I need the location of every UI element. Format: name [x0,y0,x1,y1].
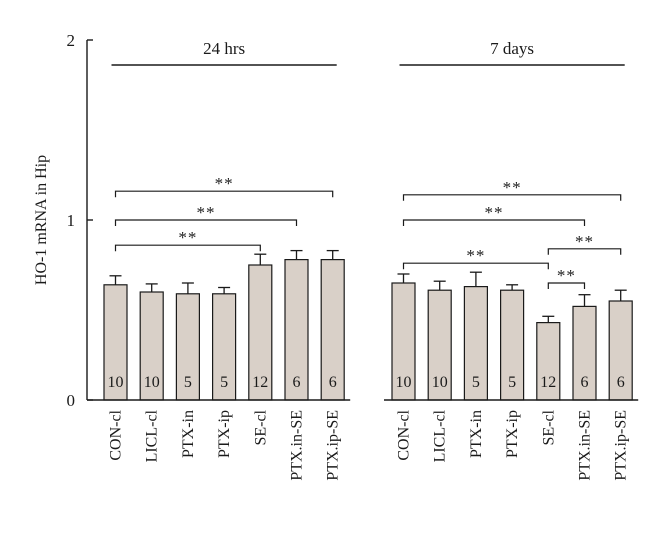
significance-bracket [114,244,261,252]
significance-label: ** [575,232,594,251]
significance-bracket [114,190,334,198]
n-label: 6 [581,374,589,391]
x-category-label: LICL-cl [432,409,449,462]
x-category-label: PTX.ip-SE [613,410,630,481]
n-label: 10 [108,374,124,391]
significance-label: ** [485,203,504,222]
y-tick-label: 2 [67,31,76,50]
n-label: 12 [252,374,268,391]
significance-bracket [402,219,586,226]
x-category-label: PTX-in [180,410,197,458]
n-label: 5 [508,374,516,391]
n-label: 10 [432,374,448,391]
x-category-label: CON-cl [108,409,125,460]
significance-label: ** [557,266,576,285]
significance-label: ** [503,178,522,197]
significance-label: ** [215,174,234,193]
significance-label: ** [197,203,216,222]
group-headers: 24 hrs 7 days [111,39,625,66]
y-axis-label: HO-1 mRNA in Hip [33,155,50,285]
significance-label: ** [178,228,197,247]
x-category-label: CON-cl [396,409,413,460]
n-label: 6 [293,374,301,391]
n-label: 10 [396,374,412,391]
significance-bracket [547,282,586,289]
x-category-label: PTX-ip [504,410,521,458]
n-label: 5 [472,374,480,391]
significance-bracket [402,194,622,201]
x-category-label: PTX-ip [216,410,233,458]
significance-brackets: **************** [114,174,622,289]
n-label: 5 [220,374,228,391]
x-category-label: PTX.in-SE [577,410,594,481]
significance-bracket [114,219,298,226]
significance-bracket [402,262,549,270]
x-category-label: PTX-in [468,410,485,458]
y-tick-label: 1 [67,211,76,230]
x-category-label: SE-cl [540,409,557,445]
group-label: 24 hrs [203,39,245,58]
significance-label: ** [466,246,485,265]
x-category-label: PTX.in-SE [289,410,306,481]
n-label: 10 [144,374,160,391]
significance-bracket [547,248,622,255]
n-label: 6 [617,374,625,391]
x-category-label: SE-cl [252,409,269,445]
n-label: 5 [184,374,192,391]
y-axis: 0 1 2 [67,31,93,410]
n-label: 6 [329,374,337,391]
x-category-label: PTX.ip-SE [325,410,342,481]
n-label: 12 [540,374,556,391]
group-label: 7 days [490,39,534,58]
y-tick-label: 0 [67,391,76,410]
x-category-label: LICL-cl [144,409,161,462]
x-axis-labels: CON-cl LICL-cl PTX-in PTX-ip SE-cl PTX.in-SE P… [108,409,630,480]
bars: 10 10 5 5 12 6 6 10 10 5 5 12 6 6 [87,249,639,401]
